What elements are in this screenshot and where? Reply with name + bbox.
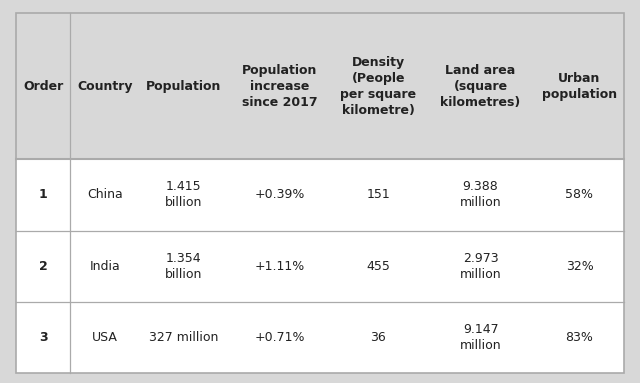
Text: 9.388
million: 9.388 million: [460, 180, 501, 210]
Text: 32%: 32%: [566, 260, 593, 273]
Text: Population
increase
since 2017: Population increase since 2017: [242, 64, 317, 109]
Text: China: China: [87, 188, 123, 201]
Text: +0.39%: +0.39%: [254, 188, 305, 201]
Text: Country: Country: [77, 80, 132, 93]
Text: Order: Order: [23, 80, 63, 93]
Text: 2.973
million: 2.973 million: [460, 252, 501, 281]
Text: Density
(People
per square
kilometre): Density (People per square kilometre): [340, 56, 417, 117]
Text: 9.147
million: 9.147 million: [460, 323, 501, 352]
Text: +0.71%: +0.71%: [254, 331, 305, 344]
Text: +1.11%: +1.11%: [254, 260, 305, 273]
Text: 2: 2: [38, 260, 47, 273]
Text: Land area
(square
kilometres): Land area (square kilometres): [440, 64, 521, 109]
Bar: [16, 13, 624, 159]
Text: 327 million: 327 million: [149, 331, 218, 344]
Text: Population: Population: [146, 80, 221, 93]
Text: 455: 455: [367, 260, 390, 273]
Text: USA: USA: [92, 331, 118, 344]
Text: 3: 3: [39, 331, 47, 344]
Text: Urban
population: Urban population: [542, 72, 617, 101]
Text: 83%: 83%: [566, 331, 593, 344]
Text: 1.415
billion: 1.415 billion: [165, 180, 202, 210]
Text: 151: 151: [367, 188, 390, 201]
Text: 36: 36: [371, 331, 386, 344]
Bar: [16, 159, 624, 373]
Text: 58%: 58%: [566, 188, 593, 201]
Text: 1: 1: [38, 188, 47, 201]
Text: India: India: [90, 260, 120, 273]
Text: 1.354
billion: 1.354 billion: [165, 252, 202, 281]
